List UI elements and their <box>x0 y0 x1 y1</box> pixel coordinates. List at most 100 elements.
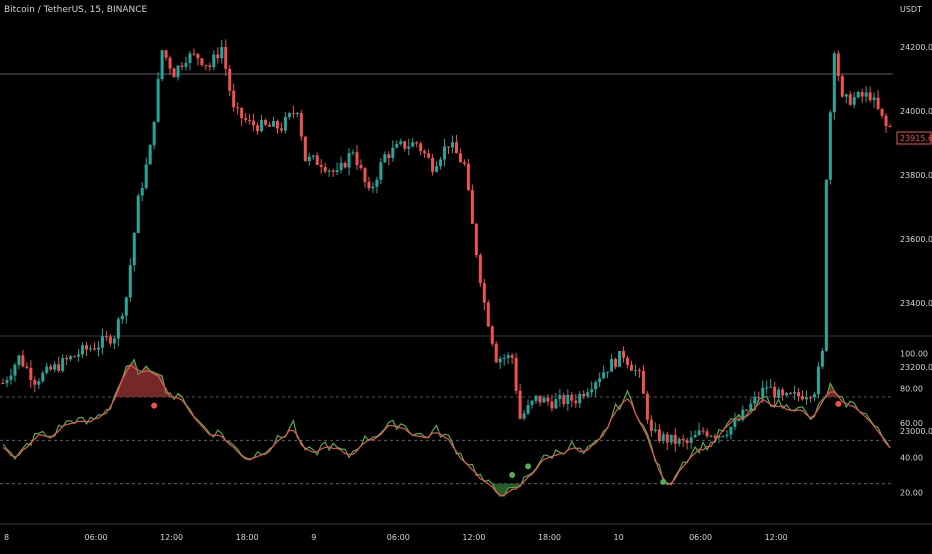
price-tick-label: 23200.00 <box>900 363 932 372</box>
candle-body <box>419 143 423 152</box>
candle-body <box>713 435 717 438</box>
candle-body <box>423 151 427 154</box>
candle-body <box>81 345 85 355</box>
candle-body <box>283 116 287 131</box>
candle-body <box>160 50 164 80</box>
candle-body <box>729 426 733 435</box>
candle-body <box>196 53 200 59</box>
price-tick-label: 24000.00 <box>900 107 932 116</box>
candle-body <box>411 142 415 147</box>
candle-body <box>132 232 136 266</box>
candles-group <box>1 39 892 452</box>
price-tick-label: 23400.00 <box>900 299 932 308</box>
symbol-title: Bitcoin / TetherUS, 15, BINANCE <box>4 5 148 15</box>
candle-body <box>844 94 848 97</box>
candle-body <box>526 405 530 414</box>
candle-body <box>120 315 124 320</box>
candle-body <box>431 157 435 172</box>
price-tick-label: 23000.00 <box>900 427 932 436</box>
indicator-tick-label: 20.00 <box>900 488 923 497</box>
candle-body <box>622 351 626 358</box>
candle-body <box>92 348 96 350</box>
candle-body <box>96 347 100 350</box>
candle-body <box>252 120 256 126</box>
indicator-axis: 100.00 80.00 60.00 40.00 20.00 <box>900 350 928 498</box>
candle-body <box>685 440 689 444</box>
candle-body <box>749 403 753 411</box>
candle-body <box>550 401 554 409</box>
candle-body <box>128 265 132 298</box>
candle-body <box>295 113 299 115</box>
candle-body <box>100 336 104 348</box>
candle-body <box>271 121 275 127</box>
candle-body <box>279 128 283 131</box>
time-tick-label: 12:00 <box>462 533 485 542</box>
candle-body <box>291 113 295 115</box>
candle-body <box>355 152 359 165</box>
candle-body <box>287 113 291 117</box>
candle-body <box>832 53 836 113</box>
candle-body <box>888 125 892 127</box>
candle-body <box>876 97 880 109</box>
time-tick-label: 18:00 <box>538 533 561 542</box>
candle-body <box>514 357 518 391</box>
time-tick-label: 12:00 <box>765 533 788 542</box>
candle-body <box>868 92 872 101</box>
candle-body <box>299 113 303 137</box>
candle-body <box>5 379 9 384</box>
candle-body <box>586 392 590 397</box>
candle-body <box>256 125 260 132</box>
time-tick-label: 06:00 <box>84 533 107 542</box>
candle-body <box>192 53 196 55</box>
candle-body <box>335 170 339 172</box>
candle-body <box>848 94 852 105</box>
candle-body <box>57 364 61 371</box>
candle-body <box>224 47 228 69</box>
candle-body <box>275 121 279 129</box>
candle-body <box>45 366 49 373</box>
candle-body <box>104 336 108 338</box>
candle-body <box>220 47 224 59</box>
candle-body <box>801 396 805 400</box>
candle-body <box>343 162 347 168</box>
candle-body <box>140 187 144 196</box>
candle-body <box>379 162 383 180</box>
candle-body <box>804 397 808 400</box>
candle-body <box>383 154 387 163</box>
candle-body <box>200 58 204 66</box>
candle-body <box>542 397 546 403</box>
candle-body <box>598 378 602 383</box>
indicator-tick-label: 60.00 <box>900 419 923 428</box>
candle-body <box>880 108 884 116</box>
candle-body <box>244 118 248 120</box>
candle-body <box>629 364 633 371</box>
candle-body <box>454 142 458 154</box>
price-tick-label: 24200.00 <box>900 43 932 52</box>
time-tick-label: 10 <box>614 533 624 542</box>
candle-body <box>812 394 816 398</box>
candle-body <box>797 392 801 397</box>
candle-body <box>510 355 514 358</box>
candle-body <box>339 162 343 171</box>
candle-body <box>212 54 216 67</box>
candle-body <box>188 53 192 63</box>
time-tick-label: 12:00 <box>160 533 183 542</box>
candle-body <box>582 393 586 397</box>
candle-body <box>363 168 367 182</box>
price-axis: USDT24800.0024600.0024200.0024000.002380… <box>896 5 932 436</box>
candle-body <box>407 146 411 149</box>
candle-body <box>717 436 721 438</box>
candle-body <box>498 358 502 363</box>
candle-body <box>124 297 128 316</box>
candle-body <box>136 195 140 233</box>
candle-body <box>677 438 681 444</box>
candle-body <box>661 434 665 441</box>
candle-body <box>474 223 478 256</box>
candle-body <box>606 371 610 373</box>
candle-body <box>184 62 188 67</box>
candle-body <box>745 409 749 411</box>
candle-body <box>395 143 399 148</box>
candle-body <box>665 434 669 443</box>
